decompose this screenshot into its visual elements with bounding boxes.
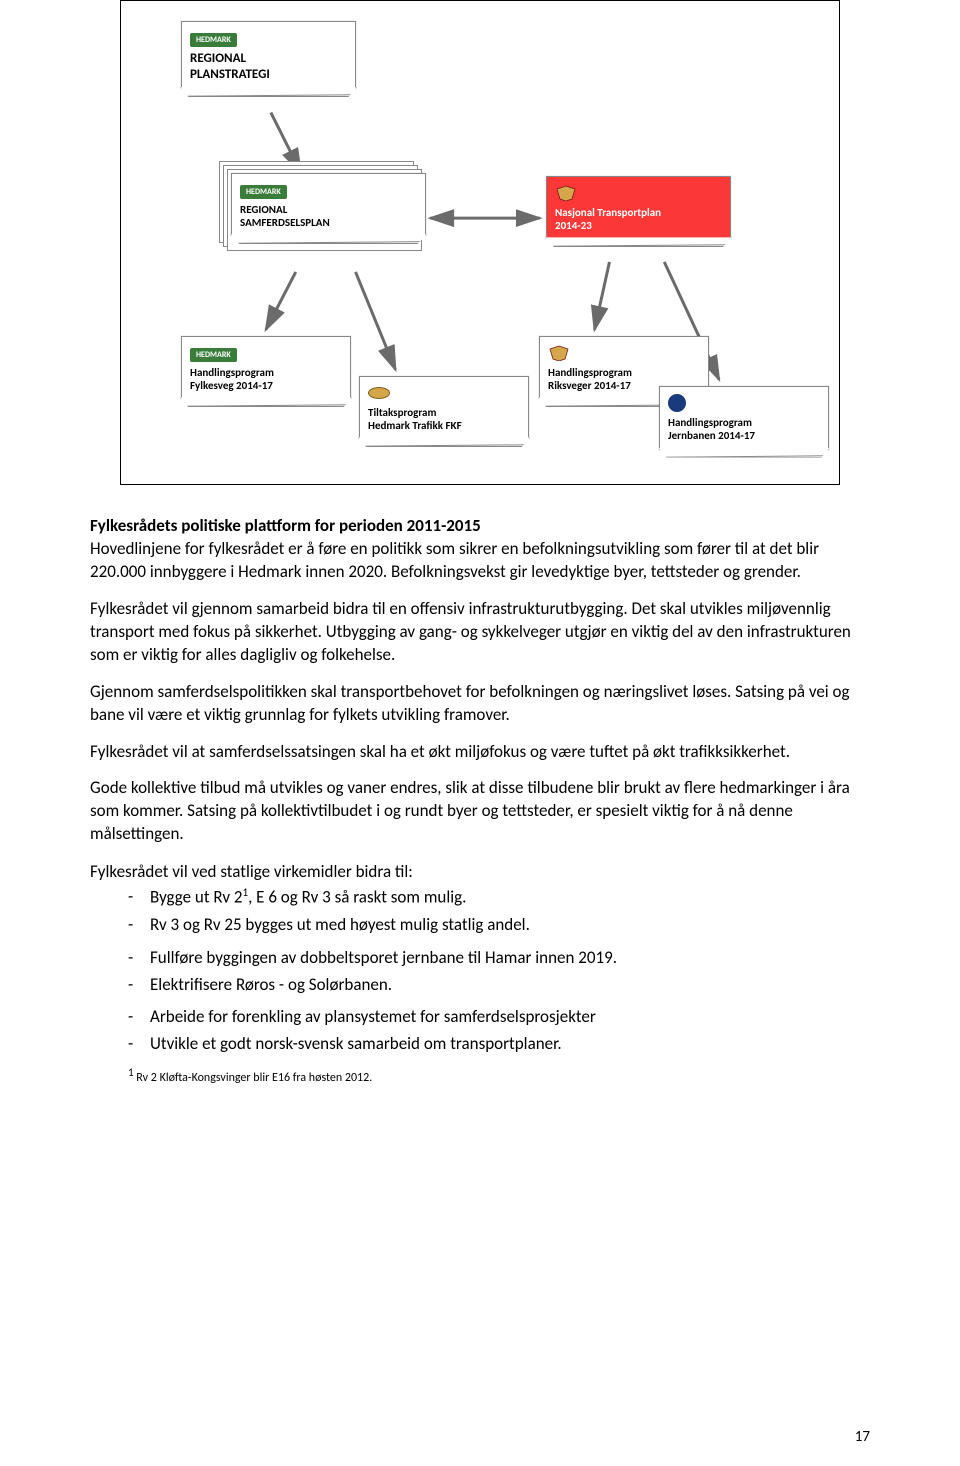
- node-title-line: Handlingsprogram: [190, 366, 274, 379]
- paragraph: Gjennom samferdselspolitikken skal trans…: [90, 681, 870, 727]
- paragraph: Gode kollektive tilbud må utvikles og va…: [90, 777, 870, 846]
- hedmark-badge: HEDMARK: [190, 348, 237, 362]
- footnote: 1 Rv 2 Kløfta-Kongsvinger blir E16 fra h…: [90, 1066, 870, 1086]
- hedmark-badge: HEDMARK: [240, 185, 287, 199]
- section-heading: Fylkesrådets politiske plattform for per…: [90, 515, 481, 536]
- node-hp-jernbanen: Handlingsprogram Jernbanen 2014-17: [659, 386, 829, 450]
- list-item: Utvikle et godt norsk-svensk samarbeid o…: [128, 1033, 870, 1056]
- node-title-line: SAMFERDSELSPLAN: [240, 216, 330, 229]
- paragraph: Fylkesrådet vil gjennom samarbeid bidra …: [90, 598, 870, 667]
- node-title-line: Tiltaksprogram: [368, 406, 436, 419]
- node-title-line: Nasjonal Transportplan: [555, 206, 661, 219]
- node-title-line: Handlingsprogram: [548, 366, 632, 379]
- node-title-line: Handlingsprogram: [668, 416, 752, 429]
- plan-hierarchy-diagram: HEDMARK REGIONAL PLANSTRATEGI HEDMARK RE…: [120, 0, 840, 485]
- shield-icon: [548, 345, 570, 361]
- node-title-line: REGIONAL: [240, 203, 287, 216]
- list-lead: Fylkesrådet vil ved statlige virkemidler…: [90, 860, 870, 884]
- shield-icon: [555, 185, 577, 201]
- node-hp-fylkesveg: HEDMARK Handlingsprogram Fylkesveg 2014-…: [181, 336, 351, 399]
- node-title-line: REGIONAL: [190, 51, 246, 66]
- node-title-line: Jernbanen 2014-17: [668, 429, 755, 442]
- node-title-line: PLANSTRATEGI: [190, 67, 270, 82]
- node-title-line: Hedmark Trafikk FKF: [368, 419, 462, 432]
- node-regional-samferdselsplan: HEDMARK REGIONAL SAMFERDSELSPLAN: [231, 173, 426, 236]
- list-item: Arbeide for forenkling av plansystemet f…: [128, 1006, 870, 1029]
- list-item: Fullføre byggingen av dobbeltsporet jern…: [128, 947, 870, 970]
- hedmark-badge: HEDMARK: [190, 33, 237, 47]
- node-title-line: 2014-23: [555, 219, 592, 232]
- list-item: Bygge ut Rv 21, E 6 og Rv 3 så raskt som…: [128, 886, 870, 910]
- document-body: Fylkesrådets politiske plattform for per…: [90, 515, 870, 1087]
- paragraph: Fylkesrådet vil at samferdselssatsingen …: [90, 741, 870, 764]
- oval-icon: [368, 387, 390, 399]
- bullet-list: Bygge ut Rv 21, E 6 og Rv 3 så raskt som…: [90, 886, 870, 1056]
- paragraph: Hovedlinjene for fylkesrådet er å føre e…: [90, 538, 819, 582]
- page-number: 17: [855, 1428, 870, 1446]
- list-item: Elektrifisere Røros - og Solørbanen.: [128, 974, 870, 997]
- node-title-line: Riksveger 2014-17: [548, 379, 631, 392]
- node-tiltaksprogram: Tiltaksprogram Hedmark Trafikk FKF: [359, 376, 529, 439]
- node-title-line: Fylkesveg 2014-17: [190, 379, 273, 392]
- gear-icon: [668, 394, 686, 412]
- list-item: Rv 3 og Rv 25 bygges ut med høyest mulig…: [128, 914, 870, 937]
- node-nasjonal-transportplan: Nasjonal Transportplan 2014-23: [546, 176, 731, 239]
- node-regional-planstrategi: HEDMARK REGIONAL PLANSTRATEGI: [181, 21, 356, 89]
